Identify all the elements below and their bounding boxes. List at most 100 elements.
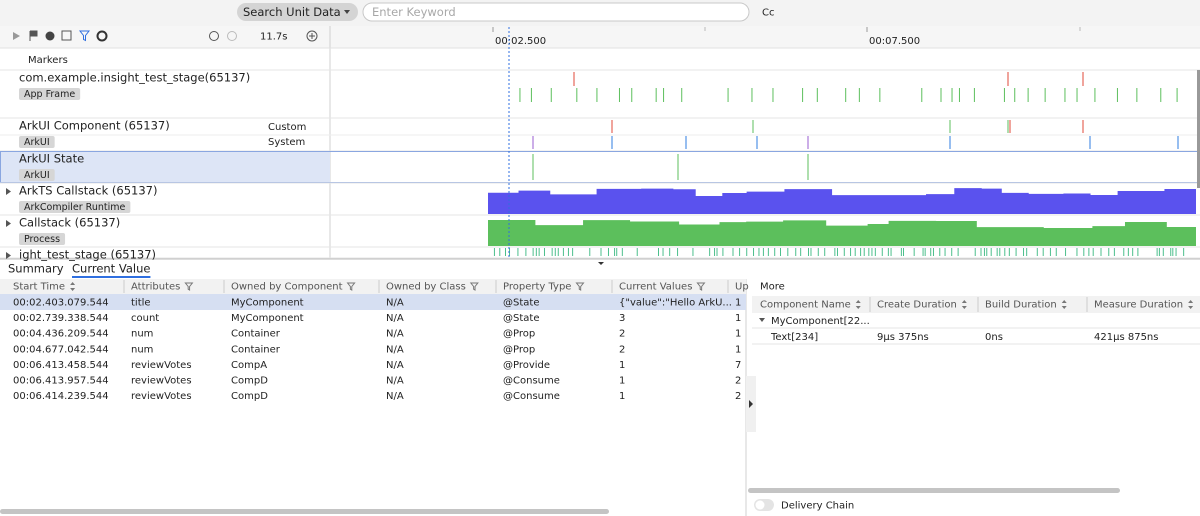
table-cell: Container <box>231 329 281 340</box>
track-name: ArkUI State <box>19 152 84 166</box>
track-name: ArkUI Component (65137) <box>19 119 170 133</box>
callstack-area <box>488 220 1196 246</box>
track-tag-label: ArkUI <box>24 137 50 148</box>
column-header[interactable]: Up <box>735 282 749 293</box>
track-name: Callstack (65137) <box>19 216 120 230</box>
toggle-label: Delivery Chain <box>781 501 854 512</box>
table-cell: N/A <box>386 391 404 402</box>
table-cell: 2 <box>735 376 741 387</box>
table-cell: @State <box>503 313 539 324</box>
tree-cell: 0ns <box>985 332 1003 343</box>
track-scrollbar[interactable] <box>1197 70 1200 188</box>
expand-arrow[interactable] <box>6 252 11 259</box>
detail-column-header[interactable]: Create Duration <box>877 300 957 311</box>
match-case-button[interactable]: Cc <box>762 8 774 19</box>
column-header[interactable]: Property Type <box>503 282 571 293</box>
zoom-out-icon[interactable] <box>227 31 237 41</box>
tab[interactable]: Current Value <box>72 262 150 276</box>
track-name: Markers <box>28 55 68 66</box>
filter-icon[interactable] <box>696 282 706 291</box>
table-cell: N/A <box>386 313 404 324</box>
filter-icon[interactable] <box>78 30 91 42</box>
zoom-in-icon[interactable] <box>306 30 318 42</box>
table-cell: 00:06.413.458.544 <box>13 360 109 371</box>
settings-icon[interactable] <box>96 30 108 42</box>
table-cell: Container <box>231 344 281 355</box>
dropdown-arrow <box>344 10 350 14</box>
track-name: ArkTS Callstack (65137) <box>19 184 157 198</box>
detail-column-header[interactable]: Measure Duration <box>1094 300 1183 311</box>
table-cell: N/A <box>386 360 404 371</box>
flag-icon[interactable] <box>29 30 38 41</box>
table-cell: N/A <box>386 298 404 309</box>
sort-icon[interactable] <box>70 282 76 291</box>
detail-header-bg <box>752 296 1200 313</box>
tree-expand-arrow[interactable] <box>759 318 765 322</box>
table-cell: N/A <box>386 329 404 340</box>
table-cell: title <box>131 298 151 309</box>
detail-title: More <box>760 282 785 293</box>
play-icon[interactable] <box>13 32 20 40</box>
track-tag <box>19 136 55 148</box>
track-tag-label: Process <box>24 234 60 245</box>
time-tick-label: 00:07.500 <box>869 36 920 47</box>
track-tag <box>19 169 55 181</box>
table-cell: @Prop <box>503 329 535 340</box>
table-cell: MyComponent <box>231 298 304 309</box>
table-cell: {"value":"Hello ArkU... <box>619 298 732 309</box>
toggle-knob <box>755 500 765 510</box>
reset-icon[interactable] <box>209 31 219 41</box>
filter-icon[interactable] <box>575 282 585 291</box>
track-tag-label: ArkCompiler Runtime <box>24 202 126 213</box>
table-cell: 1 <box>735 329 741 340</box>
table-cell: CompD <box>231 391 268 402</box>
table-cell: @Consume <box>503 376 560 387</box>
sort-icon[interactable] <box>1188 300 1194 309</box>
track-name: com.example.insight_test_stage(65137) <box>19 71 250 85</box>
table-cell: N/A <box>386 376 404 387</box>
column-header[interactable]: Start Time <box>13 282 65 293</box>
column-header[interactable]: Current Values <box>619 282 692 293</box>
keyword-placeholder: Enter Keyword <box>372 5 456 19</box>
table-scrollbar[interactable] <box>0 509 609 514</box>
track-tag <box>19 233 66 245</box>
table-cell: N/A <box>386 344 404 355</box>
detail-column-header[interactable]: Build Duration <box>985 300 1057 311</box>
table-cell: 00:02.403.079.544 <box>13 298 109 309</box>
filter-icon[interactable] <box>184 282 194 291</box>
tree-node[interactable]: MyComponent[22... <box>771 316 870 327</box>
table-cell: 1 <box>619 376 625 387</box>
filter-icon[interactable] <box>469 282 479 291</box>
track-tag-label: App Frame <box>24 89 75 100</box>
keyword-input[interactable] <box>362 2 750 22</box>
tab[interactable]: Summary <box>8 262 64 276</box>
expand-arrow[interactable] <box>6 188 11 195</box>
callstack-area <box>488 188 1196 214</box>
collapse-arrow[interactable] <box>598 262 604 265</box>
table-cell: num <box>131 329 153 340</box>
duration: 11.7s <box>260 32 287 43</box>
table-cell: 00:06.414.239.544 <box>13 391 109 402</box>
table-cell: 1 <box>735 344 741 355</box>
sort-icon[interactable] <box>1061 300 1067 309</box>
column-header[interactable]: Owned by Component <box>231 282 343 293</box>
track-sublabel: System <box>268 137 305 148</box>
detail-scrollbar[interactable] <box>748 488 1120 493</box>
track-tag-label: ArkUI <box>24 170 50 181</box>
search-scope-label: Search Unit Data <box>243 5 341 19</box>
sort-icon[interactable] <box>855 300 861 309</box>
search-scope-button[interactable] <box>237 3 358 21</box>
table-cell: 00:02.739.338.544 <box>13 313 109 324</box>
expand-arrow[interactable] <box>6 220 11 227</box>
column-header[interactable]: Owned by Class <box>386 282 466 293</box>
capture-icon[interactable] <box>61 30 72 41</box>
sort-icon[interactable] <box>961 300 967 309</box>
table-cell: 00:06.413.957.544 <box>13 376 109 387</box>
table-cell: MyComponent <box>231 313 304 324</box>
stop-icon[interactable] <box>45 31 55 41</box>
track-sublabel: Custom <box>268 122 306 133</box>
column-header[interactable]: Attributes <box>131 282 180 293</box>
filter-icon[interactable] <box>346 282 356 291</box>
detail-column-header[interactable]: Component Name <box>760 300 851 311</box>
